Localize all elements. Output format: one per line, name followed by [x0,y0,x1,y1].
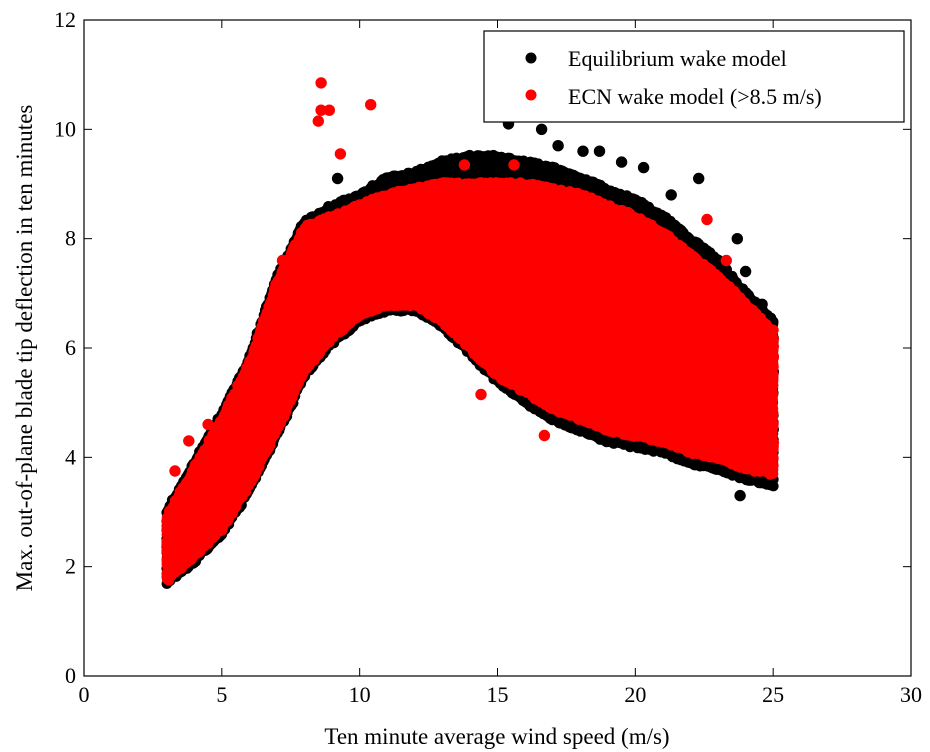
scatter-chart: 0 5 10 15 20 25 30024681012 Ten minute average… [12,7,922,749]
